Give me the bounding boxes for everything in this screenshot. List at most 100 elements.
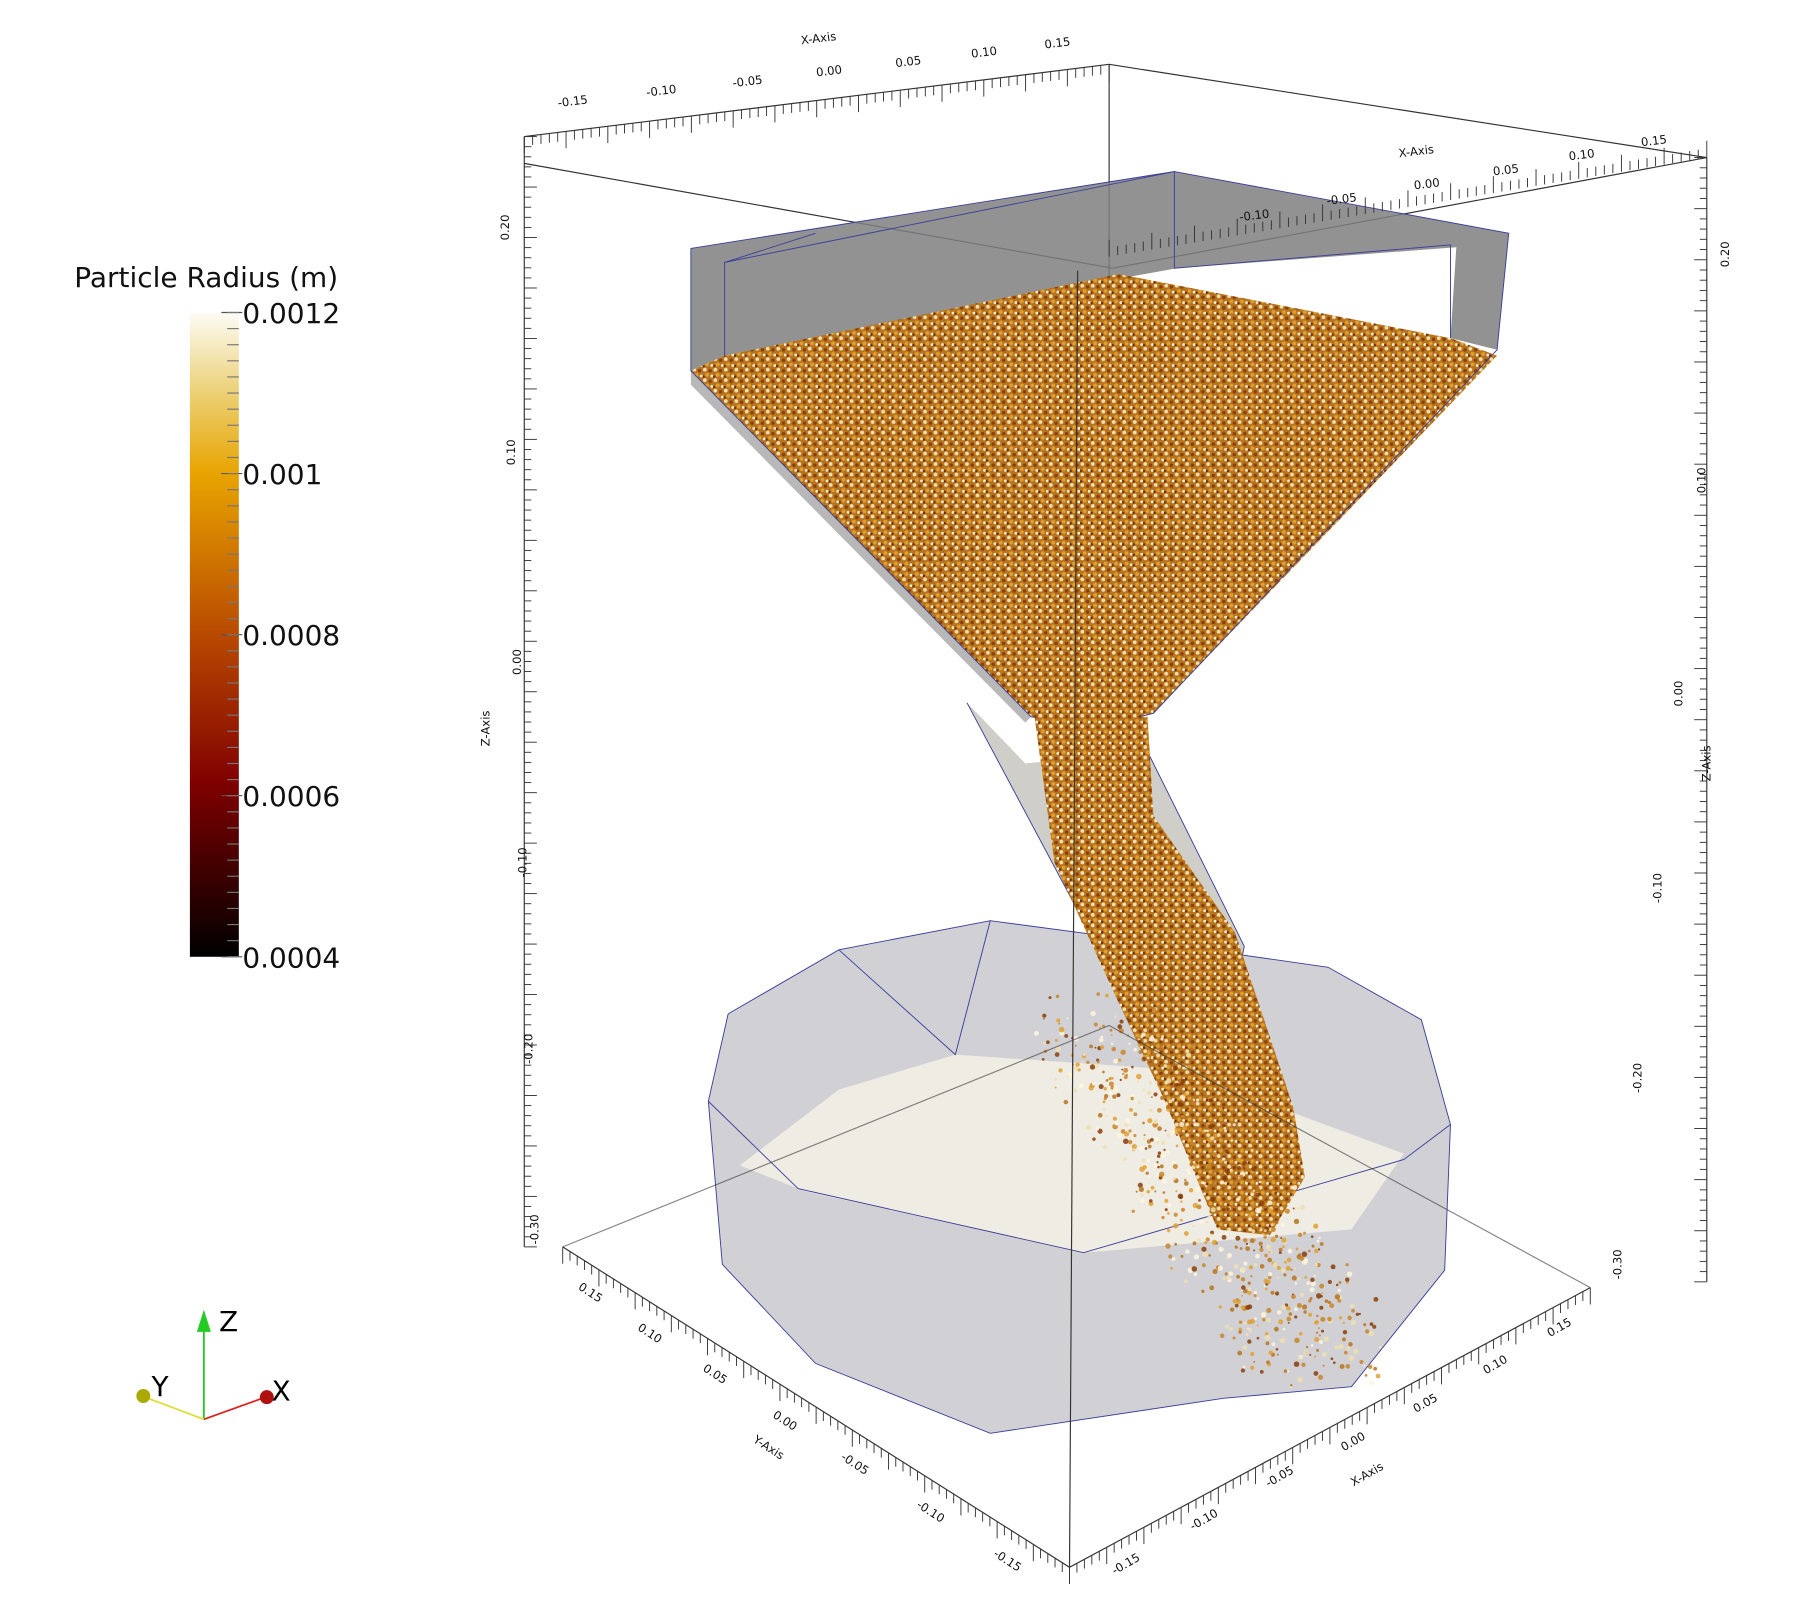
x-axis-head — [259, 1390, 274, 1405]
particle — [1343, 1350, 1348, 1355]
particle — [1243, 1237, 1248, 1243]
particle — [1158, 1171, 1165, 1178]
particle — [1190, 1146, 1193, 1149]
particle — [1320, 1316, 1326, 1322]
axis-tick-label: -0.15 — [1109, 1550, 1142, 1577]
particle — [1161, 1152, 1167, 1158]
particle — [1268, 1272, 1273, 1277]
particle — [1199, 1160, 1204, 1165]
particle — [1278, 1247, 1283, 1252]
particle — [1196, 1204, 1202, 1210]
particle — [1259, 1247, 1264, 1253]
particle — [1317, 1374, 1324, 1380]
particle — [1232, 1123, 1236, 1127]
legend-label: 0.001 — [242, 458, 322, 491]
particle — [1236, 1216, 1242, 1222]
particle — [1261, 1312, 1267, 1318]
particle — [1262, 1318, 1266, 1322]
particle — [1245, 1304, 1251, 1310]
particle — [1320, 1329, 1325, 1333]
particle — [1187, 1152, 1190, 1156]
particle — [1270, 1227, 1276, 1233]
particle — [1179, 1218, 1183, 1222]
particle — [1078, 1083, 1084, 1089]
particle — [1086, 1060, 1090, 1065]
particle — [1253, 1249, 1256, 1252]
particle — [1092, 1137, 1096, 1141]
axis-tick-label: -0.20 — [1631, 1063, 1645, 1093]
particle — [1148, 1201, 1154, 1207]
particle — [1117, 1058, 1122, 1062]
particle — [1310, 1235, 1314, 1239]
particle — [1205, 1129, 1209, 1133]
particle — [1193, 1254, 1199, 1260]
particle — [1232, 1299, 1237, 1304]
particle — [1237, 1350, 1243, 1356]
particle — [1308, 1299, 1312, 1303]
particle — [1272, 1262, 1278, 1268]
axis-tick-label: 0.05 — [1492, 161, 1519, 178]
granular-bed — [690, 274, 1498, 725]
particle — [1285, 1265, 1291, 1271]
axis-tick-label: 0.00 — [1413, 175, 1440, 192]
particle — [1303, 1231, 1306, 1235]
particle — [1102, 1107, 1106, 1111]
particle — [1146, 1139, 1152, 1144]
particle — [1327, 1300, 1332, 1305]
particle — [1238, 1327, 1243, 1331]
axis-tick-label: 0.10 — [1480, 1352, 1509, 1377]
particle — [1185, 1168, 1190, 1172]
particle — [1252, 1189, 1256, 1192]
particle — [1172, 1065, 1178, 1071]
particle — [1136, 1073, 1142, 1080]
particle — [1247, 1287, 1252, 1292]
particle — [1208, 1098, 1213, 1103]
particle — [1173, 1223, 1179, 1229]
particle — [1130, 1096, 1134, 1101]
particle — [1347, 1315, 1352, 1321]
axis-tick-label: 0.15 — [1544, 1315, 1573, 1340]
particle — [1046, 1040, 1050, 1045]
particle — [1128, 1129, 1132, 1133]
particle — [1201, 1289, 1205, 1293]
particle — [1223, 1126, 1227, 1130]
particle — [1064, 1034, 1069, 1038]
particle — [1090, 1010, 1096, 1017]
particle — [1264, 1202, 1268, 1206]
particle — [1317, 1327, 1320, 1330]
particle — [1278, 1319, 1284, 1325]
particle — [1287, 1248, 1293, 1254]
particle — [1239, 1174, 1244, 1179]
particle — [1112, 1094, 1117, 1099]
particle — [1184, 1181, 1189, 1186]
particle — [1267, 1200, 1273, 1206]
particle — [1309, 1287, 1315, 1293]
particle — [1364, 1373, 1368, 1377]
particle — [1338, 1281, 1342, 1284]
particle — [1180, 1254, 1184, 1258]
particle — [1297, 1232, 1303, 1238]
particle — [1270, 1236, 1276, 1243]
particle — [1280, 1223, 1285, 1228]
particle — [1250, 1192, 1254, 1197]
particle — [1250, 1365, 1255, 1370]
axis-tick-marks — [523, 64, 1708, 1585]
particle — [1174, 1242, 1178, 1246]
particle — [1268, 1250, 1271, 1254]
particle — [1256, 1324, 1259, 1327]
particle — [1166, 1133, 1170, 1137]
particle — [1197, 1137, 1203, 1143]
particle — [1211, 1151, 1218, 1158]
particle — [1339, 1363, 1345, 1369]
particle — [1270, 1290, 1275, 1295]
particle — [1142, 1088, 1146, 1092]
axis-tick-label: -0.05 — [732, 73, 764, 91]
particle — [1238, 1330, 1242, 1334]
axis-tick-label: 0.00 — [1338, 1429, 1367, 1454]
particle — [1109, 1028, 1113, 1032]
particle — [1353, 1348, 1359, 1354]
particle — [1110, 1042, 1114, 1045]
particle — [1185, 1052, 1191, 1058]
particle — [1280, 1268, 1286, 1273]
